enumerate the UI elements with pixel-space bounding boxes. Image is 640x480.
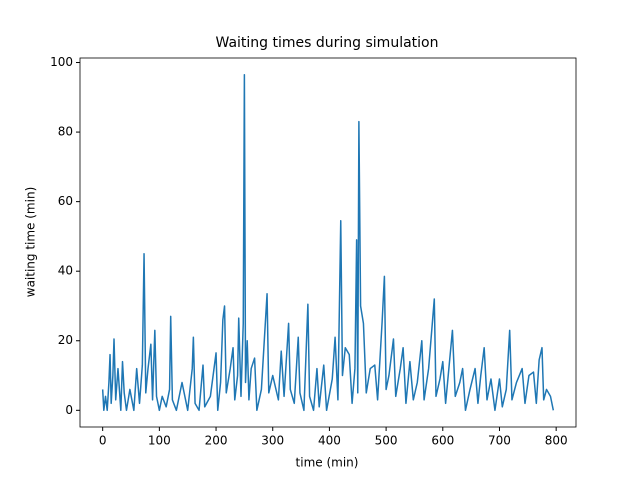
y-axis-label: waiting time (min) [24, 187, 38, 298]
y-tick-label: 100 [50, 55, 73, 69]
x-tick-label: 400 [318, 434, 341, 448]
x-tick-label: 300 [261, 434, 284, 448]
data-line [101, 73, 555, 412]
chart-title: Waiting times during simulation [216, 35, 439, 51]
x-tick-label: 200 [205, 434, 228, 448]
y-tick-label: 80 [58, 125, 73, 139]
x-tick-label: 100 [148, 434, 171, 448]
x-tick-label: 0 [99, 434, 107, 448]
x-axis-label: time (min) [296, 456, 359, 470]
y-tick-label: 60 [58, 194, 73, 208]
y-tick-label: 0 [65, 403, 73, 417]
y-tick-label: 20 [58, 333, 73, 347]
y-tick-label: 40 [58, 264, 73, 278]
x-tick-label: 500 [375, 434, 398, 448]
x-tick-label: 700 [488, 434, 511, 448]
plot-frame [79, 57, 577, 428]
x-tick-label: 800 [545, 434, 568, 448]
x-tick-label: 600 [431, 434, 454, 448]
